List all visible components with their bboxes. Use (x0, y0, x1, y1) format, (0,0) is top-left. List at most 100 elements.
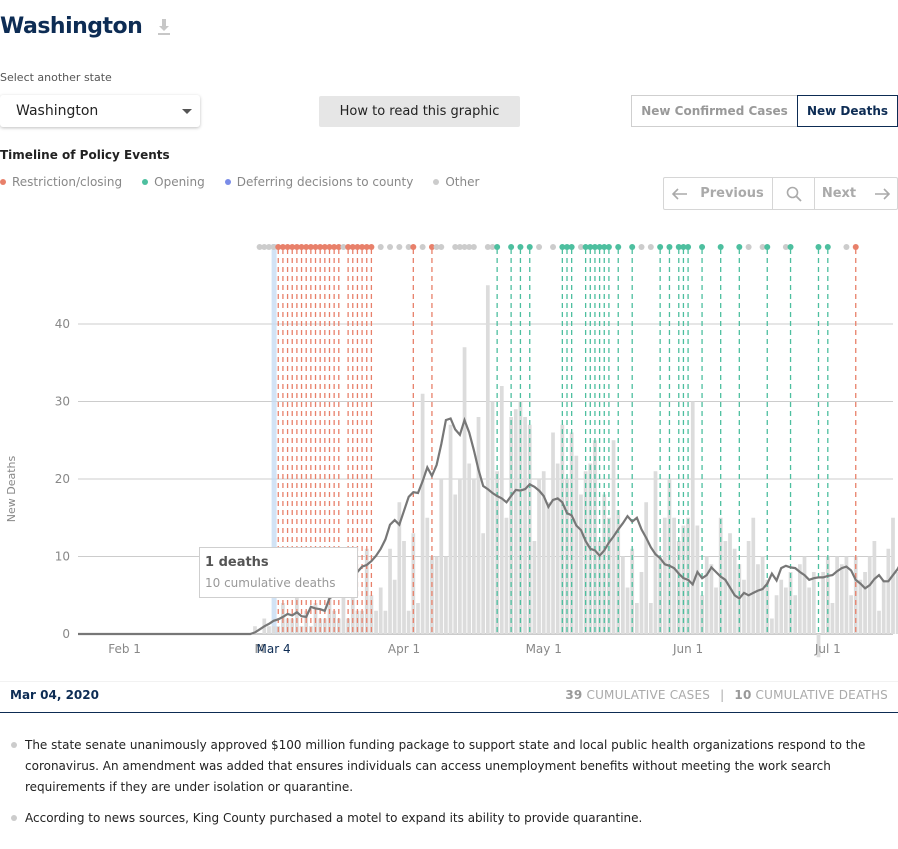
policy-event-dot (256, 244, 263, 250)
chart-bar (639, 572, 644, 634)
policy-event-dot (508, 244, 515, 250)
search-icon (786, 186, 802, 202)
policy-event-dot (345, 244, 352, 250)
policy-event-dot (484, 244, 491, 250)
chart-bar (350, 579, 355, 634)
selected-date: Mar 04, 2020 (10, 688, 99, 702)
chart-bar (797, 564, 802, 634)
zoom-button[interactable] (773, 178, 815, 209)
arrow-right-icon (874, 187, 891, 200)
chart-bar (518, 401, 523, 634)
previous-button[interactable]: Previous (664, 178, 773, 209)
policy-event-dot (284, 244, 291, 250)
chart-bar (760, 556, 765, 634)
policy-event-dot (275, 244, 282, 250)
y-tick-label: 0 (62, 627, 70, 641)
chart-bar (579, 494, 583, 634)
state-select[interactable]: Washington (0, 95, 200, 127)
next-button[interactable]: Next (815, 178, 897, 209)
chart-bar (453, 494, 458, 634)
chart-bar (537, 479, 541, 634)
chart-bar (770, 618, 774, 634)
chart-bar (732, 548, 737, 634)
policy-event-dot (629, 244, 636, 250)
chart-bar (858, 579, 863, 634)
policy-event-dot (564, 244, 570, 250)
policy-event-dot (494, 244, 501, 250)
chart-bar (369, 595, 374, 634)
policy-event-dot (265, 244, 272, 250)
policy-event-dot (293, 244, 300, 250)
chart-bar (774, 595, 779, 634)
policy-event-dot (298, 244, 305, 250)
chart-bar (476, 417, 481, 634)
legend-item-deferring: Deferring decisions to county (224, 175, 413, 189)
chart-bar (295, 595, 299, 634)
previous-label: Previous (700, 186, 764, 201)
event-item: According to news sources, King County p… (10, 808, 870, 829)
chart-bar (551, 432, 555, 634)
chart-bar (835, 556, 839, 634)
x-tick-label: Feb 1 (108, 642, 141, 656)
policy-event-dot (279, 244, 286, 250)
chart-bar (672, 517, 676, 634)
chart-bar (886, 548, 891, 634)
chart-bar (616, 510, 621, 634)
policy-event-dot (363, 244, 370, 250)
cumulative-deaths-value: 10 (734, 688, 752, 702)
chart-bar (546, 502, 551, 634)
policy-event-dot (699, 244, 706, 250)
policy-event-dot (456, 244, 463, 250)
policy-event-dot (261, 244, 268, 250)
legend-item-opening: Opening (142, 175, 205, 189)
legend-dot-opening (142, 179, 149, 185)
how-to-read-button[interactable]: How to read this graphic (319, 96, 520, 127)
policy-event-dot (764, 244, 771, 250)
chart-bar (458, 479, 462, 634)
chart-bar (485, 285, 490, 634)
chart-bar (681, 525, 686, 634)
tooltip-cumulative: 10 cumulative deaths (205, 576, 336, 590)
policy-event-dot (461, 244, 468, 250)
policy-event-dot (787, 244, 794, 250)
chart-bar (509, 417, 513, 634)
chart-bar (513, 409, 518, 634)
policy-event-dot (536, 244, 543, 250)
metric-toggle: New Confirmed Cases New Deaths (631, 95, 898, 127)
policy-event-dot (759, 244, 766, 250)
chart-bar (271, 626, 276, 634)
policy-event-dot (587, 244, 594, 250)
chart-bar (467, 463, 472, 634)
chart-bar (346, 618, 350, 634)
policy-event-dot (354, 244, 361, 250)
policy-event-dot (605, 244, 612, 250)
download-icon[interactable] (156, 18, 172, 36)
policy-event-dot (396, 244, 403, 250)
chart-bar (872, 541, 877, 634)
chart-bar (420, 393, 425, 634)
average-line (78, 416, 898, 636)
chart-bar (816, 634, 821, 658)
policy-event-dot (317, 244, 324, 250)
x-tick-label: Apr 1 (388, 642, 420, 656)
policy-event-dot (405, 244, 412, 250)
chart-bar (648, 603, 653, 634)
policy-event-dot (270, 244, 277, 250)
policy-event-dot (717, 244, 724, 250)
chart-bar (462, 347, 467, 634)
policy-event-dot (666, 244, 673, 250)
policy-event-dot (815, 244, 822, 250)
policy-event-dot (410, 244, 417, 250)
chart-bar (704, 556, 709, 634)
policy-event-dot (526, 244, 533, 250)
policy-event-dot (433, 244, 440, 250)
chart-bar (471, 479, 476, 634)
event-list: The state senate unanimously approved $1… (10, 735, 870, 839)
new-cases-toggle[interactable]: New Confirmed Cases (631, 95, 797, 127)
chart-bar (499, 386, 504, 634)
deaths-chart[interactable]: 0 10 20 30 40 New Deaths Feb 1 M Apr 1 May 1 Jun 1… (0, 230, 898, 670)
new-deaths-toggle[interactable]: New Deaths (797, 95, 898, 127)
chart-bar (867, 556, 872, 634)
chart-bar (374, 610, 378, 634)
chart-bar (742, 579, 746, 634)
